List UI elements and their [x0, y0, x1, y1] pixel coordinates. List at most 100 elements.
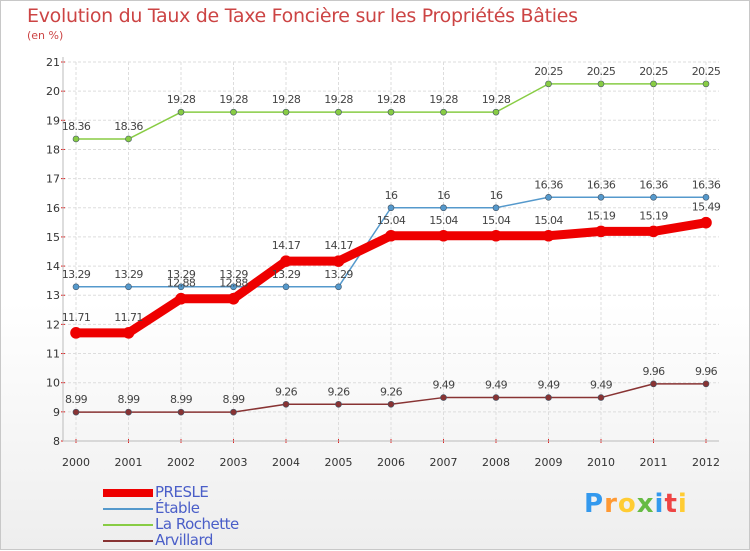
data-label-table: 16: [385, 189, 398, 202]
data-label-arvillard: 9.26: [275, 385, 298, 398]
data-label-arvillard: 8.99: [65, 393, 88, 406]
y-tick-label: 18: [46, 143, 60, 156]
legend-item-table: Étable: [103, 499, 323, 517]
data-label-arvillard: 9.26: [327, 385, 350, 398]
data-point-arvillard: [387, 400, 395, 408]
data-point-arvillard: [597, 394, 605, 401]
x-tick-label: 2009: [535, 456, 563, 469]
data-point-table: [545, 193, 552, 201]
data-label-arvillard: 8.99: [222, 393, 245, 406]
x-tick-label: 2001: [115, 456, 143, 469]
data-label-table: 13.29: [272, 268, 301, 281]
data-label-presle: 15.49: [692, 201, 721, 214]
y-tick-label: 21: [46, 56, 60, 69]
data-point-presle: [700, 216, 712, 229]
axis-layer: 8 9 10 11 12 13 14 15 16 17 18 19 20 21 2000 2001 2002 20…: [46, 56, 720, 469]
data-label-arvillard: 8.99: [170, 393, 193, 406]
data-point-la-rochette: [597, 80, 605, 88]
data-label-presle: 12.88: [219, 277, 248, 290]
data-point-presle: [70, 327, 82, 339]
chart-legend: PRESLE Étable La Rochette Arvillard: [103, 483, 323, 549]
data-point-arvillard: [702, 380, 710, 388]
data-label-la-rochette: 19.28: [429, 93, 458, 106]
grid-layer: [63, 61, 719, 442]
chart-title: Evolution du Taux de Taxe Foncière sur l…: [27, 5, 578, 27]
x-tick-label: 2010: [587, 456, 615, 469]
legend-swatch-arvillard: [103, 540, 153, 542]
data-label-presle: 14.17: [324, 239, 353, 252]
data-point-la-rochette: [230, 108, 237, 116]
data-label-la-rochette: 19.28: [377, 93, 406, 106]
data-label-la-rochette: 19.28: [482, 93, 511, 106]
legend-label-presle: PRESLE: [155, 483, 209, 501]
data-point-la-rochette: [702, 80, 710, 88]
data-point-la-rochette: [335, 108, 342, 116]
data-point-presle: [175, 292, 187, 305]
data-point-table: [72, 283, 80, 291]
data-point-presle: [385, 229, 397, 242]
data-label-la-rochette: 19.28: [167, 93, 196, 106]
x-tick-label: 2005: [325, 456, 353, 469]
data-point-table: [492, 204, 500, 212]
x-tick-label: 2012: [692, 456, 720, 469]
y-tick-label: 15: [46, 231, 60, 244]
data-point-table: [230, 283, 237, 291]
data-label-la-rochette: 18.36: [62, 120, 91, 133]
data-label-presle: 15.19: [587, 209, 616, 222]
data-point-presle: [542, 229, 555, 242]
y-tick-label: 11: [46, 348, 60, 361]
x-tick-label: 2002: [167, 456, 195, 469]
data-label-layer: 11.71 11.71 12.88 12.88 14.17 14.17 15.04 15.04…: [62, 65, 722, 406]
data-point-la-rochette: [282, 108, 290, 116]
chart-subtitle: (en %): [27, 29, 64, 42]
data-label-la-rochette: 20.25: [692, 65, 721, 78]
x-tick-label: 2011: [640, 456, 668, 469]
data-point-table: [125, 283, 132, 291]
legend-label-table: Étable: [155, 499, 200, 517]
data-label-la-rochette: 18.36: [114, 120, 143, 133]
data-label-presle: 12.88: [167, 277, 196, 290]
y-tick-label: 14: [46, 260, 60, 273]
legend-swatch-la-rochette: [103, 524, 153, 526]
data-point-la-rochette: [177, 108, 185, 116]
data-label-la-rochette: 19.28: [219, 93, 248, 106]
data-label-presle: 11.71: [62, 311, 91, 324]
data-point-presle: [647, 225, 660, 238]
data-point-arvillard: [177, 408, 185, 416]
legend-swatch-table: [103, 508, 153, 510]
data-label-table: 16.36: [534, 178, 563, 191]
data-point-presle: [227, 292, 240, 305]
data-point-table: [177, 283, 185, 291]
y-tick-label: 8: [53, 435, 60, 448]
data-point-la-rochette: [650, 80, 657, 88]
x-tick-label: 2007: [430, 456, 458, 469]
x-tick-label: 2008: [482, 456, 510, 469]
data-label-presle: 15.04: [377, 214, 406, 227]
data-point-arvillard: [230, 408, 237, 416]
data-label-arvillard: 9.96: [642, 365, 665, 378]
data-point-arvillard: [335, 400, 342, 408]
data-label-la-rochette: 19.28: [324, 93, 353, 106]
data-label-arvillard: 9.26: [380, 385, 403, 398]
data-label-table: 16: [490, 189, 503, 202]
data-point-table: [335, 283, 342, 291]
x-tick-label: 2003: [220, 456, 248, 469]
data-label-table: 16.36: [587, 178, 616, 191]
data-label-arvillard: 9.49: [590, 379, 613, 392]
data-point-arvillard: [440, 394, 447, 401]
y-tick-label: 13: [46, 289, 60, 302]
y-tick-label: 19: [46, 114, 60, 127]
data-label-la-rochette: 19.28: [272, 93, 301, 106]
data-point-table: [282, 283, 290, 291]
data-label-table: 13.29: [324, 268, 353, 281]
data-label-arvillard: 9.96: [695, 365, 718, 378]
data-point-arvillard: [492, 394, 500, 401]
data-label-arvillard: 9.49: [485, 379, 508, 392]
data-point-presle: [122, 327, 135, 339]
data-point-arvillard: [72, 408, 80, 416]
data-label-table: 13.29: [114, 268, 143, 281]
y-tick-label: 17: [46, 173, 60, 186]
legend-item-presle: PRESLE: [103, 483, 323, 501]
data-point-la-rochette: [440, 108, 447, 116]
